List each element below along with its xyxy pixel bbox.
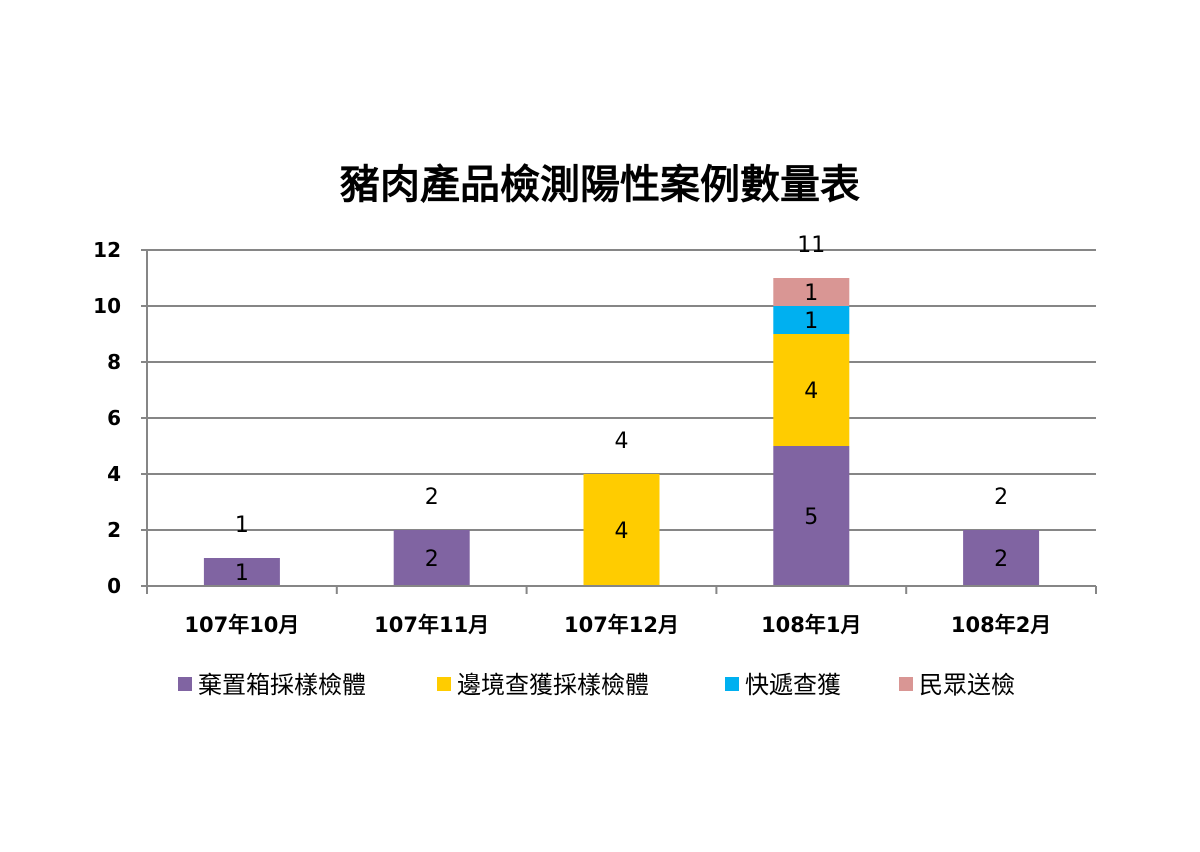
legend-label: 棄置箱採樣檢體 <box>198 671 366 699</box>
bar-segment <box>393 530 470 586</box>
data-label: 4 <box>615 519 629 544</box>
data-label: 1 <box>235 561 249 586</box>
data-label: 2 <box>425 547 439 572</box>
bar-segment <box>203 558 280 586</box>
legend-swatch <box>437 677 451 691</box>
x-tick-label: 108年2月 <box>951 613 1051 637</box>
bar-segment <box>963 530 1040 586</box>
legend-label: 快遞查獲 <box>745 671 841 699</box>
legend-swatch <box>725 677 739 691</box>
legend: 棄置箱採樣檢體 邊境查獲採樣檢體 快遞查獲 民眾送檢 <box>178 671 1015 699</box>
data-label: 1 <box>804 281 818 306</box>
y-tick-label: 0 <box>107 574 121 598</box>
legend-swatch <box>178 677 192 691</box>
total-label: 2 <box>425 485 439 510</box>
data-label: 1 <box>804 309 818 334</box>
total-label: 1 <box>235 513 249 538</box>
legend-label: 民眾送檢 <box>919 671 1015 699</box>
bar-segment <box>773 446 850 586</box>
bar-segment <box>773 306 850 334</box>
total-label: 4 <box>615 429 629 454</box>
legend-label: 邊境查獲採樣檢體 <box>457 671 649 699</box>
y-tick-label: 10 <box>93 294 121 318</box>
y-tick-label: 4 <box>107 462 121 486</box>
bar-segment <box>583 474 660 586</box>
bar-segment <box>773 278 850 306</box>
data-label: 4 <box>804 379 818 404</box>
chart-title: 豬肉產品檢測陽性案例數量表 <box>340 161 860 208</box>
gridlines <box>147 249 1096 531</box>
bar-segment <box>773 334 850 446</box>
x-tick-label: 107年10月 <box>184 613 299 637</box>
total-label: 11 <box>797 233 825 258</box>
data-label: 2 <box>994 547 1008 572</box>
y-tick-label: 2 <box>107 518 121 542</box>
y-tick-label: 6 <box>107 406 121 430</box>
x-tick-label: 107年11月 <box>374 613 489 637</box>
x-tick-label: 108年1月 <box>761 613 861 637</box>
bars <box>203 278 1040 586</box>
y-tick-label: 8 <box>107 350 121 374</box>
total-label: 2 <box>994 485 1008 510</box>
data-label: 5 <box>804 505 818 530</box>
x-tick-label: 107年12月 <box>564 613 679 637</box>
legend-swatch <box>899 677 913 691</box>
y-tick-label: 12 <box>93 238 121 262</box>
